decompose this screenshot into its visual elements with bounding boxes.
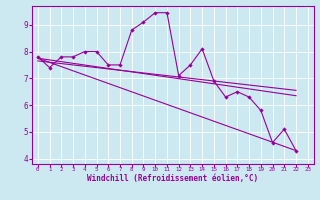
X-axis label: Windchill (Refroidissement éolien,°C): Windchill (Refroidissement éolien,°C) <box>87 174 258 183</box>
